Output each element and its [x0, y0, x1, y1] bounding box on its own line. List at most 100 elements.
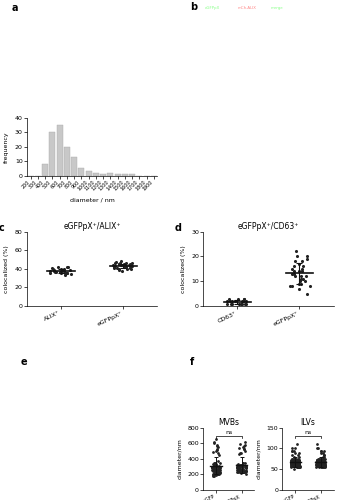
- Point: [316, 458, 321, 466]
- Point: [243, 464, 248, 471]
- Point: [291, 457, 297, 465]
- Point: [316, 462, 321, 470]
- Point: [47, 268, 53, 276]
- Bar: [122, 174, 128, 176]
- Point: [292, 462, 297, 470]
- Point: [297, 463, 302, 471]
- Point: [216, 466, 221, 473]
- Point: [218, 464, 223, 472]
- Point: [118, 261, 124, 269]
- Text: Huh7-eGFPpX: Huh7-eGFPpX: [31, 54, 65, 59]
- Point: [314, 458, 319, 466]
- Point: [316, 461, 321, 469]
- Point: [289, 282, 295, 290]
- Point: [212, 460, 217, 468]
- Point: [238, 448, 244, 456]
- Point: [124, 265, 129, 273]
- Point: [113, 259, 118, 267]
- Point: [215, 462, 220, 470]
- Point: [295, 462, 300, 470]
- Point: [303, 272, 308, 280]
- Point: [288, 456, 294, 464]
- Bar: [49, 132, 55, 176]
- Point: [59, 266, 65, 274]
- Point: [315, 457, 320, 465]
- Point: [295, 252, 300, 260]
- Point: [213, 461, 219, 469]
- Point: [295, 461, 300, 469]
- Point: [241, 294, 246, 302]
- Point: [214, 465, 219, 473]
- Point: [295, 461, 300, 469]
- Point: [318, 456, 323, 464]
- Point: [121, 260, 126, 268]
- Point: [236, 466, 241, 474]
- Point: [59, 265, 64, 273]
- Point: [51, 265, 56, 273]
- Point: [321, 457, 326, 465]
- Point: [236, 464, 241, 472]
- Point: [112, 263, 117, 271]
- Y-axis label: frequency: frequency: [4, 131, 9, 162]
- Point: [56, 263, 61, 271]
- Point: [288, 459, 294, 467]
- Point: [289, 265, 295, 273]
- Point: [295, 458, 301, 466]
- Point: [215, 457, 220, 465]
- Point: [242, 446, 247, 454]
- Point: [322, 462, 327, 470]
- Point: [300, 258, 305, 266]
- Point: [243, 468, 248, 475]
- Point: [321, 453, 326, 461]
- Point: [123, 263, 129, 271]
- Point: [290, 456, 296, 464]
- Point: [295, 461, 300, 469]
- Point: [237, 466, 242, 473]
- Point: [243, 462, 249, 470]
- Point: [236, 444, 242, 452]
- Y-axis label: colocalized (%): colocalized (%): [4, 245, 9, 292]
- Point: [320, 458, 325, 466]
- Point: [314, 462, 319, 470]
- Point: [321, 462, 326, 470]
- Point: [296, 456, 301, 464]
- Point: [242, 300, 248, 308]
- Point: [289, 270, 295, 278]
- Point: [320, 463, 326, 471]
- Point: [292, 459, 298, 467]
- Point: [289, 458, 295, 466]
- Point: [290, 459, 296, 467]
- Point: [318, 458, 324, 466]
- Point: [296, 459, 302, 467]
- Y-axis label: diameter/nm: diameter/nm: [256, 438, 261, 480]
- Point: [314, 458, 319, 466]
- Point: [242, 444, 247, 452]
- Point: [209, 464, 214, 471]
- Bar: [42, 164, 48, 175]
- Point: [229, 297, 235, 305]
- Point: [240, 297, 246, 305]
- Text: Huh7-eGFPpX: Huh7-eGFPpX: [97, 364, 127, 368]
- Point: [63, 270, 69, 278]
- Point: [123, 262, 128, 270]
- Point: [243, 464, 249, 471]
- Point: [314, 458, 319, 466]
- Point: [296, 460, 301, 468]
- Point: [299, 268, 304, 276]
- Point: [292, 453, 297, 461]
- Point: [69, 270, 74, 278]
- Point: [296, 460, 302, 468]
- Point: [289, 461, 295, 469]
- Point: [64, 263, 69, 271]
- Point: [240, 461, 245, 469]
- Point: [318, 446, 324, 454]
- Point: [237, 300, 242, 308]
- Point: [293, 457, 299, 465]
- Point: [320, 459, 326, 467]
- Point: [214, 470, 220, 478]
- Point: [237, 465, 242, 473]
- Point: [215, 466, 221, 474]
- Point: [317, 461, 323, 469]
- Point: [320, 458, 326, 466]
- Point: [296, 458, 301, 466]
